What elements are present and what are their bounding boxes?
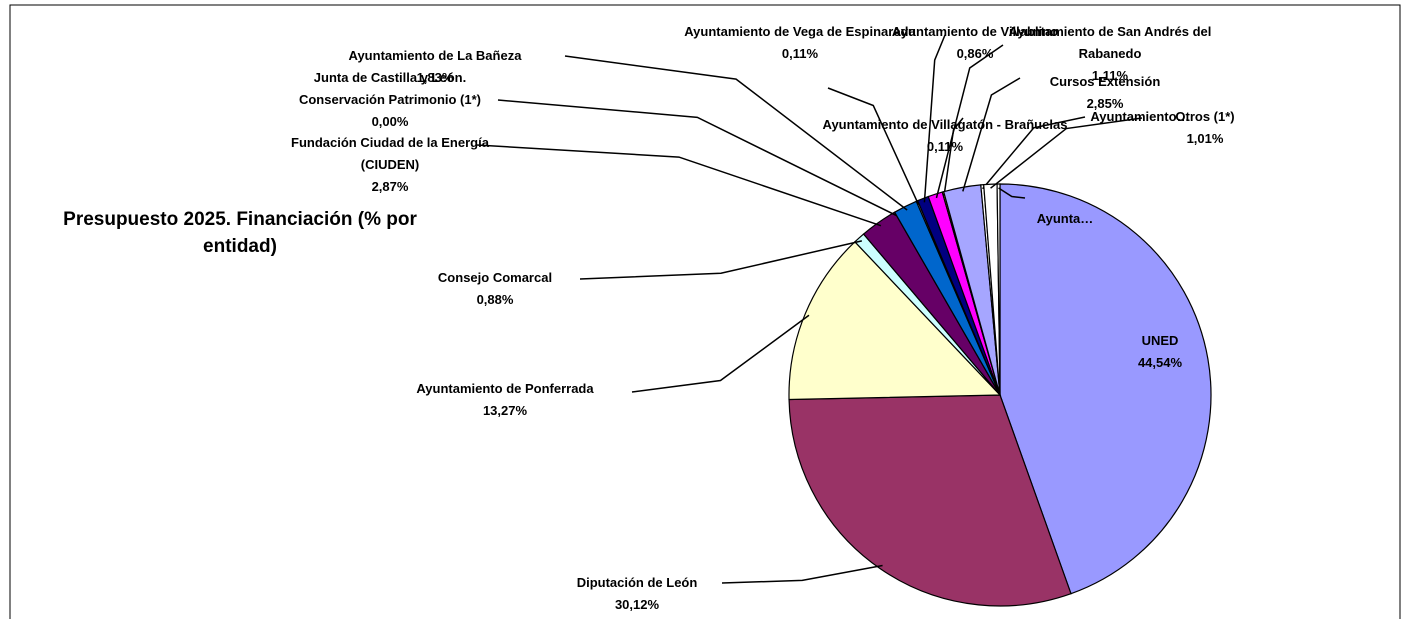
slice-name: Cursos Extensión	[1049, 74, 1161, 89]
leader-line	[631, 314, 810, 393]
slice-label: Ayuntamiento de San Andrés del Rabanedo 1…	[1000, 21, 1220, 87]
pie-slice	[788, 240, 1002, 401]
slice-value: 0,86%	[956, 46, 994, 61]
slice-value: 0,88%	[476, 292, 514, 307]
leader-line	[990, 117, 1143, 189]
leader-line	[923, 34, 946, 203]
slice-name: Ayuntamiento de Vega de Espinareda	[684, 24, 916, 39]
leader-line	[721, 564, 883, 584]
slice-name: Ayuntamiento de Villablino	[891, 24, 1059, 39]
slice-label: Diputación de León 30,12%	[537, 572, 737, 616]
leader-line	[943, 117, 964, 196]
slice-label: Cursos Extensión 2,85%	[1005, 71, 1205, 115]
slice-name: Ayuntamiento…	[1090, 109, 1190, 124]
slice-label: Consejo Comarcal 0,88%	[405, 267, 585, 311]
slice-name: UNED	[1141, 333, 1179, 348]
leader-line	[497, 99, 897, 217]
leader-line	[827, 87, 920, 206]
slice-label: UNED 44,54%	[1100, 330, 1220, 374]
slice-value: 0,11%	[781, 46, 819, 61]
leader-line	[998, 187, 1026, 199]
slice-value: 1,01%	[1186, 131, 1224, 146]
slice-name: Ayuntamiento de Villagatón - Brañuelas	[822, 117, 1068, 132]
chart-title: Presupuesto 2025. Financiación (% por en…	[63, 209, 417, 257]
slice-value: 2,85%	[1086, 96, 1124, 111]
slice-label: Fundación Ciudad de la Energía (CIUDEN) 2…	[275, 132, 505, 198]
slice-label: Ayuntamiento de Villablino 0,86%	[875, 21, 1075, 65]
slice-name: Ayuntamiento de Ponferrada	[416, 381, 594, 396]
slice-name: Otros (1*)	[1175, 109, 1235, 124]
slice-value: 0,00%	[371, 114, 409, 129]
pie-slice	[996, 183, 1001, 396]
slice-label: Ayuntamiento de Ponferrada 13,27%	[375, 378, 635, 422]
slice-name: Diputación de León	[576, 575, 698, 590]
slice-value: 0,11%	[926, 139, 964, 154]
slice-label: Junta de Castilla y León. Conservación P…	[283, 67, 498, 133]
slice-name: Ayunta…	[1036, 211, 1094, 226]
slice-label: Ayunta…	[1015, 208, 1115, 230]
slice-name: Consejo Comarcal	[437, 270, 553, 285]
leader-line	[935, 44, 1004, 199]
slice-value: 2,87%	[371, 179, 409, 194]
slice-value: 1,83%	[416, 70, 454, 85]
slice-label: Ayuntamiento de Vega de Espinareda 0,11%	[680, 21, 920, 65]
slice-label: Ayuntamiento de La Bañeza 1,83%	[305, 45, 565, 89]
slice-value: 13,27%	[482, 403, 528, 418]
plot-frame	[9, 4, 1401, 619]
slice-name: Ayuntamiento de La Bañeza	[348, 48, 522, 63]
leader-line	[579, 240, 863, 280]
slice-label: Otros (1*) 1,01%	[1155, 106, 1255, 150]
leader-line	[476, 144, 882, 227]
slice-label: Ayuntamiento…	[1075, 106, 1205, 128]
slice-name: Ayuntamiento de San Andrés del Rabanedo	[1008, 24, 1212, 61]
leader-line	[564, 55, 908, 211]
slice-name: Fundación Ciudad de la Energía (CIUDEN)	[291, 135, 489, 172]
slice-value: 1,11%	[1091, 68, 1129, 83]
pie-slice	[999, 183, 1212, 595]
pie-slice	[788, 394, 1072, 607]
slice-name: Junta de Castilla y León. Conservación P…	[298, 70, 482, 107]
slice-value: 30,12%	[614, 597, 660, 612]
leader-line	[982, 116, 1086, 190]
leader-line	[962, 77, 1021, 192]
slice-label: Ayuntamiento de Villagatón - Brañuelas 0,…	[820, 114, 1070, 158]
slice-value: 44,54%	[1137, 355, 1183, 370]
